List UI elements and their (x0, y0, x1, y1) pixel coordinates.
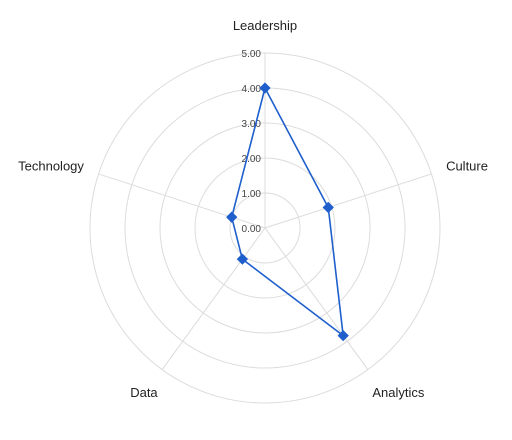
data-point (259, 82, 271, 94)
data-point (226, 211, 238, 223)
radial-tick-labels: 0.00 1.00 2.00 3.00 4.00 5.00 (242, 49, 262, 235)
category-label: Leadership (233, 18, 297, 33)
grid-spoke (98, 173, 266, 229)
grid-spoke (264, 227, 369, 370)
category-labels: Leadership Culture Analytics Data Technology (18, 18, 488, 400)
grid-spoke (264, 173, 432, 229)
radial-tick-label: 4.00 (242, 84, 262, 95)
radial-tick-label: 2.00 (242, 154, 262, 165)
series-line (230, 87, 344, 337)
data-point (236, 253, 249, 265)
category-label: Data (130, 385, 158, 400)
grid-spoke (161, 227, 266, 370)
category-label: Analytics (372, 385, 425, 400)
radial-tick-label: 1.00 (242, 189, 262, 200)
radial-tick-label: 0.00 (242, 224, 262, 235)
data-point (322, 201, 334, 214)
category-label: Technology (18, 158, 84, 173)
radial-tick-label: 3.00 (242, 119, 262, 130)
radial-tick-label: 5.00 (242, 49, 262, 60)
category-label: Culture (446, 158, 488, 173)
radar-grid (89, 52, 441, 404)
data-point (337, 329, 349, 342)
